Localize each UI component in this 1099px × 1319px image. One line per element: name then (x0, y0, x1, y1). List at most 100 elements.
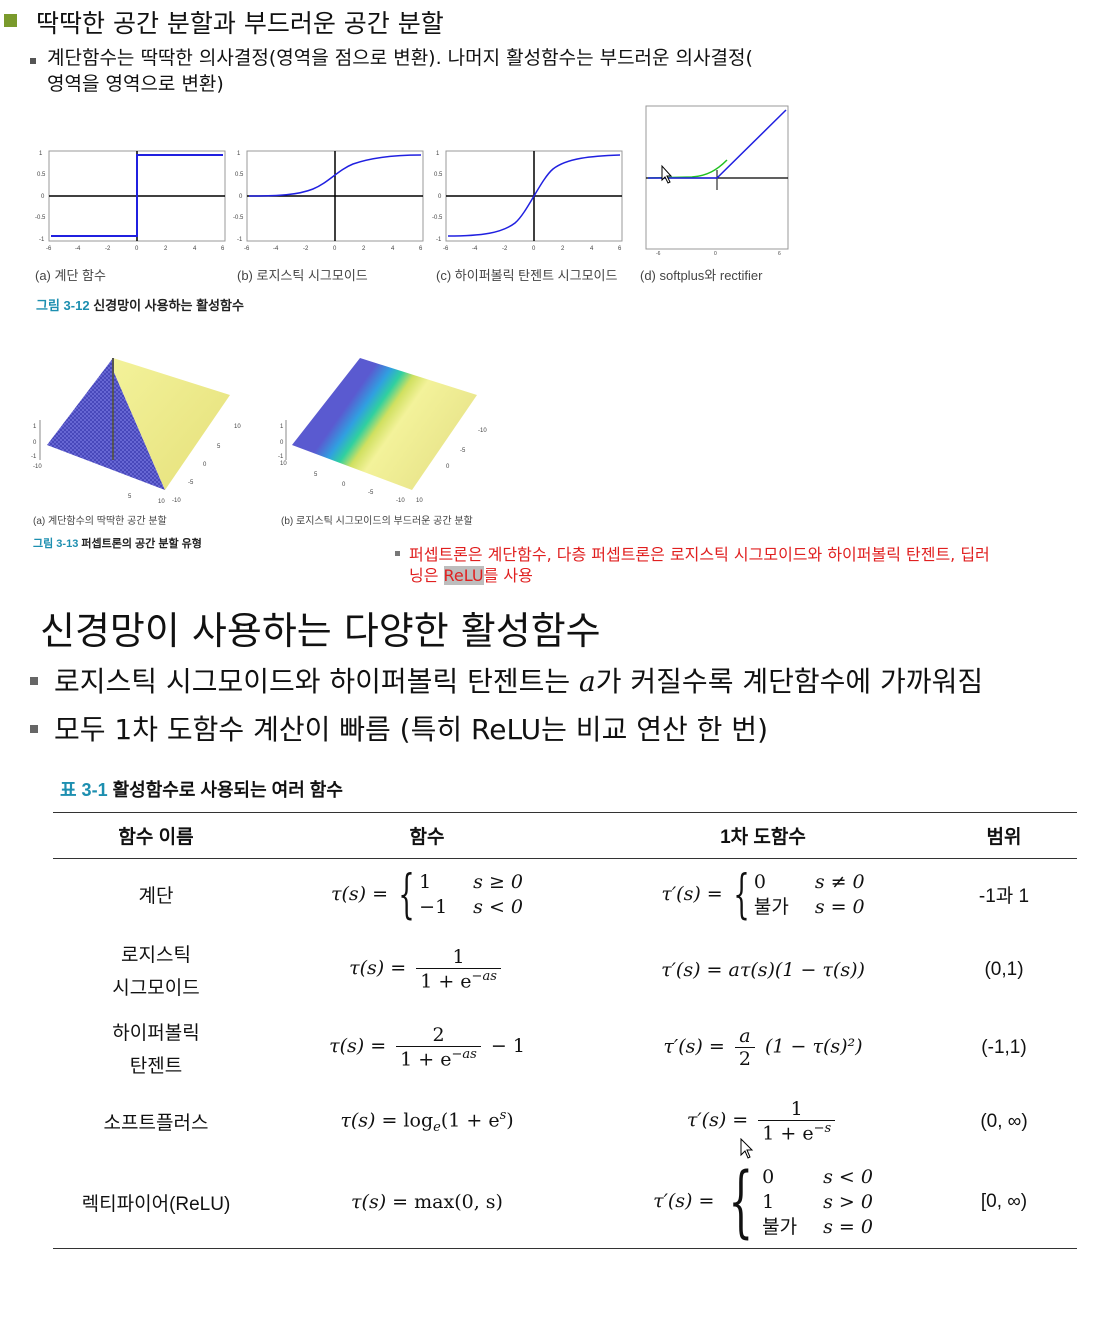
x-tick: 2 (164, 246, 168, 252)
function-range: -1과 1 (978, 886, 1030, 908)
x-tick: 0 (333, 246, 337, 252)
caption-sigmoid: (b) 로지스틱 시그모이드 (237, 268, 368, 283)
x-tick: 6 (778, 251, 781, 257)
axis-tick: 5 (217, 444, 221, 450)
function-formula: τ(s) = max(0, s) (259, 1156, 595, 1249)
derivative-formula: τ′(s) = aτ(s)(1 − τ(s)) (661, 958, 865, 981)
table-header-row: 함수 이름 함수 1차 도함수 범위 (53, 812, 1077, 859)
y-tick: 0.5 (235, 172, 244, 178)
slide1-bullet-line2: 영역을 영역으로 변환) (47, 73, 224, 95)
x-tick: 0 (714, 251, 717, 257)
cursor-move-icon (661, 164, 673, 184)
y-tick: -1 (436, 237, 442, 243)
function-range: (-1,1) (981, 1036, 1027, 1058)
axis-tick: 5 (314, 472, 318, 478)
plot-softplus-rectifier: -6 0 6 (632, 102, 792, 257)
table-row: 렉티파이어(ReLU) τ(s) = max(0, s) τ′(s) = { 0… (53, 1156, 1077, 1249)
y-tick: 0.5 (37, 172, 46, 178)
y-tick: -0.5 (233, 215, 244, 221)
axis-tick: -10 (478, 428, 487, 434)
z-tick: 0 (280, 440, 284, 446)
y-tick: -1 (39, 237, 45, 243)
x-tick: -2 (105, 246, 111, 252)
caption-soft-split: (b) 로지스틱 시그모이드의 부드러운 공간 분할 (281, 516, 473, 527)
y-tick: -0.5 (432, 215, 443, 221)
x-tick: 4 (590, 246, 594, 252)
bullet-square (30, 677, 38, 685)
y-tick: 1 (237, 151, 241, 157)
perceptron-note: 퍼셉트론은 계단함수, 다층 퍼셉트론은 로지스틱 시그모이드와 하이퍼볼릭 탄… (409, 545, 990, 585)
col-header-derivative: 1차 도함수 (595, 812, 931, 859)
x-tick: -6 (656, 251, 661, 257)
figure-3-13-label: 그림 3-13 퍼셉트론의 공간 분할 유형 (33, 538, 202, 550)
function-name: 계단 (138, 886, 174, 908)
function-name: 소프트플러스 (103, 1113, 209, 1134)
y-tick: -0.5 (35, 215, 46, 221)
x-tick: -4 (472, 246, 478, 252)
x-tick: 0 (135, 246, 139, 252)
axis-tick: 10 (416, 498, 423, 504)
x-tick: 6 (221, 246, 225, 252)
bullet-square (30, 58, 36, 64)
axis-tick: -10 (172, 498, 181, 504)
axis-tick: -5 (368, 490, 374, 496)
axis-tick: 0 (342, 482, 346, 488)
caption-hard-split: (a) 계단함수의 딱딱한 공간 분할 (33, 516, 167, 527)
x-tick: 2 (362, 246, 366, 252)
function-range: (0,1) (984, 958, 1024, 980)
y-tick: 1 (39, 151, 43, 157)
x-tick: -2 (502, 246, 508, 252)
plot-hyperbolic-tangent: 1 0.5 0 -0.5 -1 -6 -4 -2 0 2 4 6 (427, 145, 627, 255)
function-range: [0, ∞) (931, 1156, 1077, 1249)
caption-tanh: (c) 하이퍼볼릭 탄젠트 시그모이드 (436, 268, 618, 283)
x-tick: -6 (244, 246, 250, 252)
function-name: 로지스틱 시그모이드 (112, 944, 200, 999)
slide1-title: 딱딱한 공간 분할과 부드러운 공간 분할 (36, 9, 444, 38)
axis-tick: 0 (203, 462, 207, 468)
col-header-function: 함수 (259, 812, 595, 859)
col-header-range: 범위 (931, 812, 1077, 859)
function-name: 하이퍼볼릭 탄젠트 (112, 1022, 200, 1077)
function-range: (0, ∞) (980, 1110, 1028, 1132)
x-tick: -6 (46, 246, 52, 252)
slide2-title: 신경망이 사용하는 다양한 활성함수 (40, 609, 601, 653)
figure-3-12-label: 그림 3-12 신경망이 사용하는 활성함수 (36, 298, 244, 313)
caption-step: (a) 계단 함수 (35, 268, 106, 283)
plot-step-function: 1 0.5 0 -0.5 -1 -6 -4 -2 0 2 4 6 (30, 145, 230, 255)
y-tick: 0 (438, 194, 442, 200)
plot-logistic-sigmoid: 1 0.5 0 -0.5 -1 -6 -4 -2 0 2 4 6 (228, 145, 428, 255)
cursor-move-icon (740, 1138, 754, 1159)
x-tick: 4 (391, 246, 395, 252)
x-tick: 0 (532, 246, 536, 252)
axis-tick: -10 (396, 498, 405, 504)
table-3-1-label: 표 3-1 활성함수로 사용되는 여러 함수 (60, 780, 343, 800)
slide2-bullet1: 로지스틱 시그모이드와 하이퍼볼릭 탄젠트는 a가 커질수록 계단함수에 가까워… (54, 665, 984, 698)
caption-softplus: (d) softplus와 rectifier (640, 268, 763, 283)
axis-tick: -5 (460, 448, 466, 454)
note-bullet (395, 551, 400, 556)
axis-tick: 10 (234, 424, 241, 430)
x-tick: -4 (75, 246, 81, 252)
y-tick: 1 (436, 151, 440, 157)
y-tick: 0 (239, 194, 243, 200)
function-name: 렉티파이어(ReLU) (53, 1156, 259, 1249)
z-tick: 1 (33, 424, 37, 430)
axis-tick: 10 (280, 461, 287, 467)
slide1-bullet-line1: 계단함수는 딱딱한 의사결정(영역을 점으로 변환). 나머지 활성함수는 부드… (47, 47, 753, 69)
z-tick: 1 (280, 424, 284, 430)
x-tick: 6 (618, 246, 622, 252)
axis-tick: 10 (158, 499, 165, 505)
y-tick: 0 (41, 194, 45, 200)
axis-tick: -5 (188, 480, 194, 486)
z-tick: 0 (33, 440, 37, 446)
z-tick: -1 (278, 454, 284, 460)
